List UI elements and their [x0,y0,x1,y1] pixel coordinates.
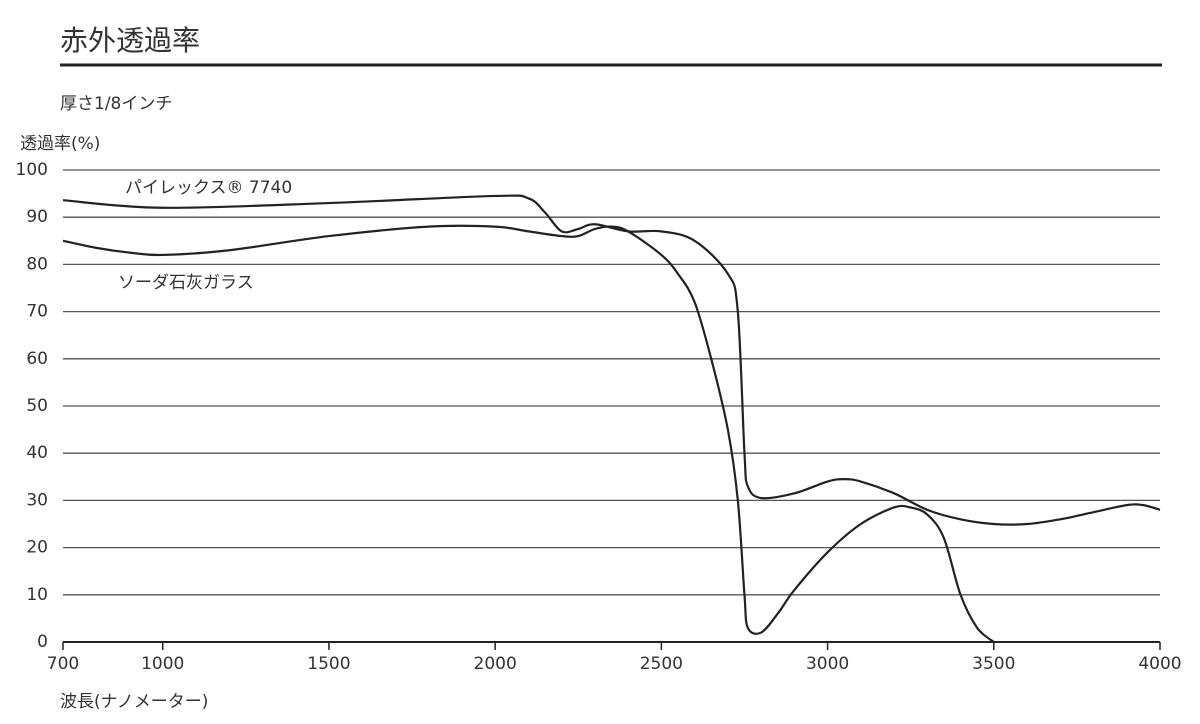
x-tick-label: 1500 [307,654,350,674]
series-label: パイレックス® 7740 [125,178,292,198]
y-tick-label: 90 [26,207,48,227]
subtitle: 厚さ1/8インチ [60,94,172,114]
y-tick-label: 50 [26,396,48,416]
y-tick-label: 70 [26,302,48,322]
x-tick-label: 2500 [640,654,683,674]
y-tick-label: 30 [26,490,48,510]
y-tick-label: 80 [26,254,48,274]
y-tick-label: 0 [37,632,48,652]
series-label: ソーダ石灰ガラス [118,273,254,293]
y-tick-label: 60 [26,349,48,369]
x-tick-label: 700 [47,654,79,674]
y-tick-label: 10 [26,585,48,605]
x-tick-label: 1000 [141,654,184,674]
y-tick-label: 20 [26,538,48,558]
series-line [62,194,1161,526]
y-tick-label: 100 [16,160,48,180]
chart-title: 赤外透過率 [60,24,200,57]
x-tick-label: 3000 [806,654,849,674]
x-tick-label: 2000 [474,654,517,674]
series-line [62,224,995,643]
x-tick-label: 4000 [1138,654,1181,674]
x-tick-label: 3500 [972,654,1015,674]
y-tick-label: 40 [26,443,48,463]
x-axis-label: 波長(ナノメーター) [60,692,208,712]
y-axis-label: 透過率(%) [20,134,100,154]
